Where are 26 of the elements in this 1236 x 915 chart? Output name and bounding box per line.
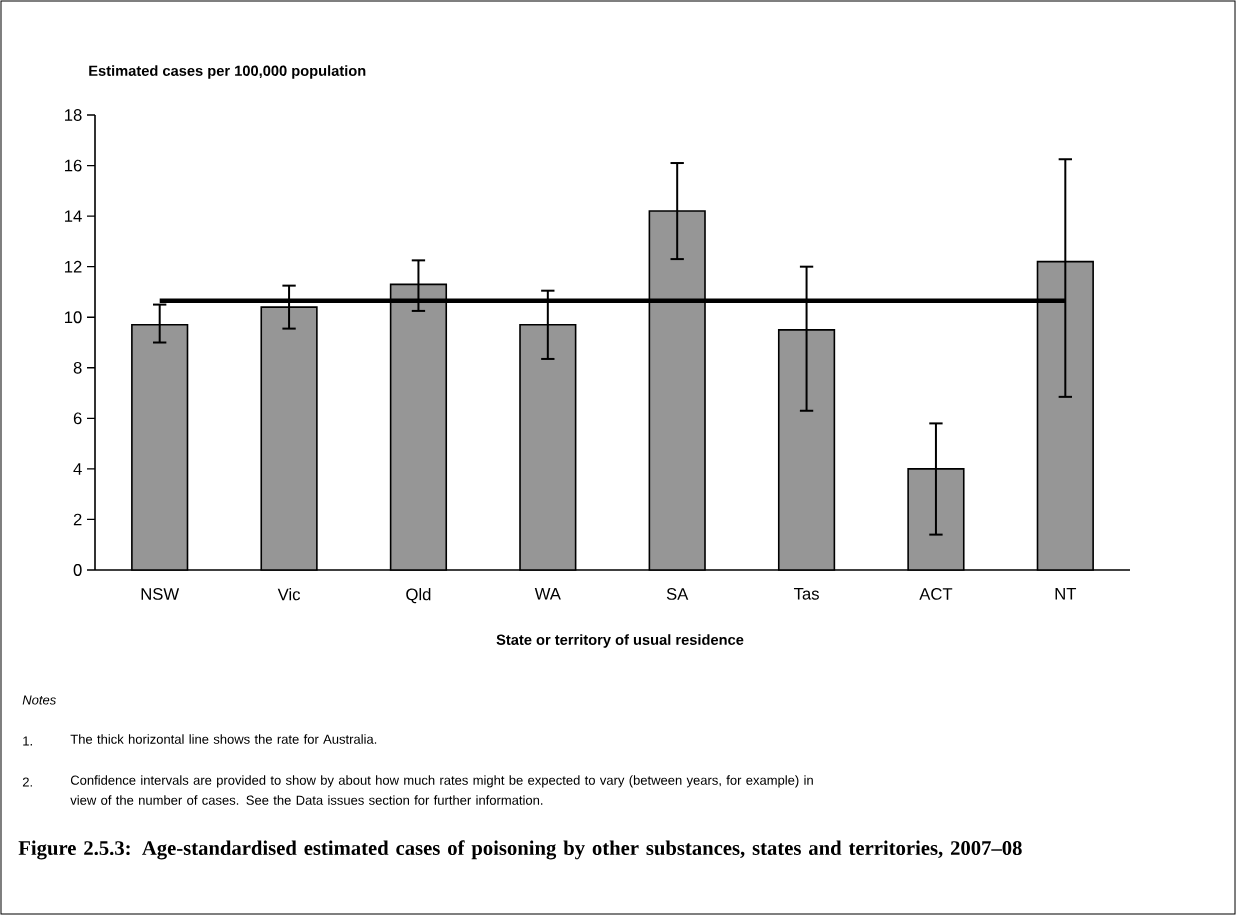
text: Figure 2.5.3: Age-standardised estimated cases of poisoning by other substances, states and territories, 2007–08 [18, 840, 1022, 860]
y-axis-title: Estimated cases per 100,000 population [89, 65, 366, 79]
text: Notes [22, 695, 56, 705]
y-tick-label: 14 [65, 210, 82, 222]
x-axis-title: State or territory of usual residence [496, 634, 744, 648]
y-tick-label: 16 [65, 159, 82, 172]
y-tick-label: 18 [65, 109, 82, 121]
y-tick-label: 12 [65, 260, 82, 273]
y-tick-label: 0 [73, 564, 82, 576]
x-tick-label: Qld [406, 588, 431, 604]
x-tick-label: SA [666, 588, 689, 600]
y-tick-label: 4 [73, 463, 82, 475]
text: 1. [23, 736, 32, 746]
x-tick-label: Tas [793, 588, 819, 600]
x-tick-label: ACT [919, 588, 953, 600]
x-tick-label: WA [534, 588, 561, 600]
y-tick-label: 8 [73, 361, 82, 374]
text: The thick horizontal line shows the rate for Australia. [70, 734, 377, 744]
y-tick-label: 6 [73, 412, 82, 425]
y-tick-label: 2 [73, 513, 82, 526]
text: 2. [22, 777, 32, 787]
text: Confidence intervals are provided to show by about how much rates might be expected to vary (between years, for example) in view of the number of cases. See the Data issues section for further information. [70, 775, 813, 805]
x-tick-label: NT [1055, 588, 1077, 600]
y-tick-label: 10 [65, 311, 82, 324]
x-tick-label: NSW [141, 588, 180, 600]
x-tick-label: Vic [277, 588, 301, 601]
